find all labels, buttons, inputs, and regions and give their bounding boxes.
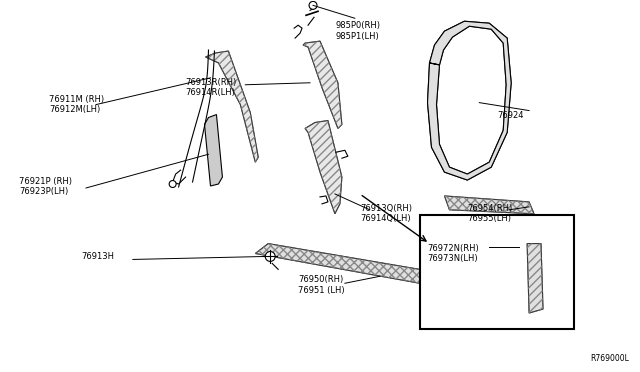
Text: R769000L: R769000L bbox=[590, 354, 628, 363]
Polygon shape bbox=[444, 196, 534, 214]
Polygon shape bbox=[303, 41, 342, 128]
Text: 76954(RH)
76955(LH): 76954(RH) 76955(LH) bbox=[467, 204, 513, 223]
Circle shape bbox=[265, 251, 275, 262]
Text: 76972N(RH)
76973N(LH): 76972N(RH) 76973N(LH) bbox=[428, 244, 479, 263]
Text: 76950(RH)
76951 (LH): 76950(RH) 76951 (LH) bbox=[298, 275, 345, 295]
Polygon shape bbox=[428, 21, 511, 180]
Circle shape bbox=[169, 180, 176, 187]
Polygon shape bbox=[205, 51, 259, 162]
Polygon shape bbox=[255, 244, 431, 283]
Circle shape bbox=[309, 1, 317, 9]
Bar bbox=[420, 215, 574, 329]
Text: 76913H: 76913H bbox=[81, 251, 114, 260]
Polygon shape bbox=[305, 121, 342, 214]
Text: 76921P (RH)
76923P(LH): 76921P (RH) 76923P(LH) bbox=[19, 177, 72, 196]
Polygon shape bbox=[205, 115, 223, 186]
Polygon shape bbox=[527, 244, 543, 313]
Text: 76913Q(RH)
76914Q(LH): 76913Q(RH) 76914Q(LH) bbox=[360, 204, 412, 223]
Text: 76911M (RH)
76912M(LH): 76911M (RH) 76912M(LH) bbox=[49, 95, 104, 114]
Text: 76913R(RH)
76914R(LH): 76913R(RH) 76914R(LH) bbox=[186, 78, 237, 97]
Text: 76924: 76924 bbox=[497, 110, 524, 119]
Text: 985P0(RH)
985P1(LH): 985P0(RH) 985P1(LH) bbox=[336, 21, 381, 41]
